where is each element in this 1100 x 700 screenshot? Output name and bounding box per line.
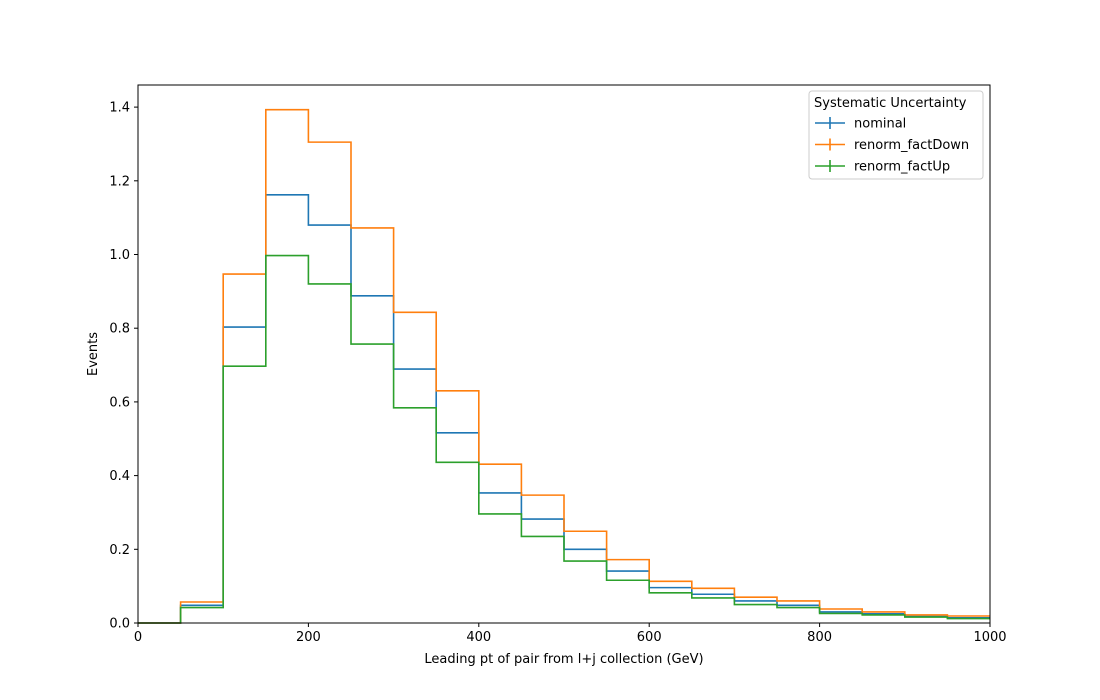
y-axis-title: Events	[86, 332, 101, 376]
y-tick-label: 0.6	[109, 395, 130, 410]
y-tick-label: 1.0	[109, 248, 130, 263]
legend-entry-renorm_factDown: renorm_factDown	[815, 138, 969, 153]
series-line-renorm_factUp	[138, 254, 990, 624]
axes: 0 200 400 600 800 1000 0.0 0.2 0.4 0.6 0.8 1.0 1.2 1.…	[109, 84, 1007, 645]
legend: Systematic Uncertainty nominal renorm_fac…	[808, 90, 984, 180]
y-tick-label: 0.0	[109, 617, 130, 632]
legend-label: renorm_factDown	[854, 138, 969, 153]
y-tick-label: 0.8	[109, 322, 130, 337]
axes-frame	[137, 84, 991, 624]
legend-box	[808, 90, 984, 180]
legend-title: Systematic Uncertainty	[814, 96, 967, 111]
x-axis-title: Leading pt of pair from l+j collection (…	[424, 652, 703, 667]
series-line-nominal	[138, 194, 990, 624]
x-tick-label: 800	[807, 630, 832, 645]
y-tick-label: 0.4	[109, 469, 130, 484]
x-tick-label: 1000	[973, 630, 1006, 645]
legend-label: nominal	[854, 117, 906, 132]
y-tick-label: 1.2	[109, 174, 130, 189]
legend-label: renorm_factUp	[854, 160, 950, 175]
plot-area	[138, 108, 990, 624]
y-tick-label: 0.2	[109, 543, 130, 558]
y-tick-label: 1.4	[109, 101, 130, 116]
x-tick-label: 200	[296, 630, 321, 645]
x-tick-label: 0	[134, 630, 142, 645]
series-line-renorm_factDown	[138, 108, 990, 624]
x-tick-label: 400	[466, 630, 491, 645]
legend-entry-renorm_factUp: renorm_factUp	[815, 160, 950, 175]
legend-entry-nominal: nominal	[815, 117, 906, 132]
x-tick-label: 600	[637, 630, 662, 645]
